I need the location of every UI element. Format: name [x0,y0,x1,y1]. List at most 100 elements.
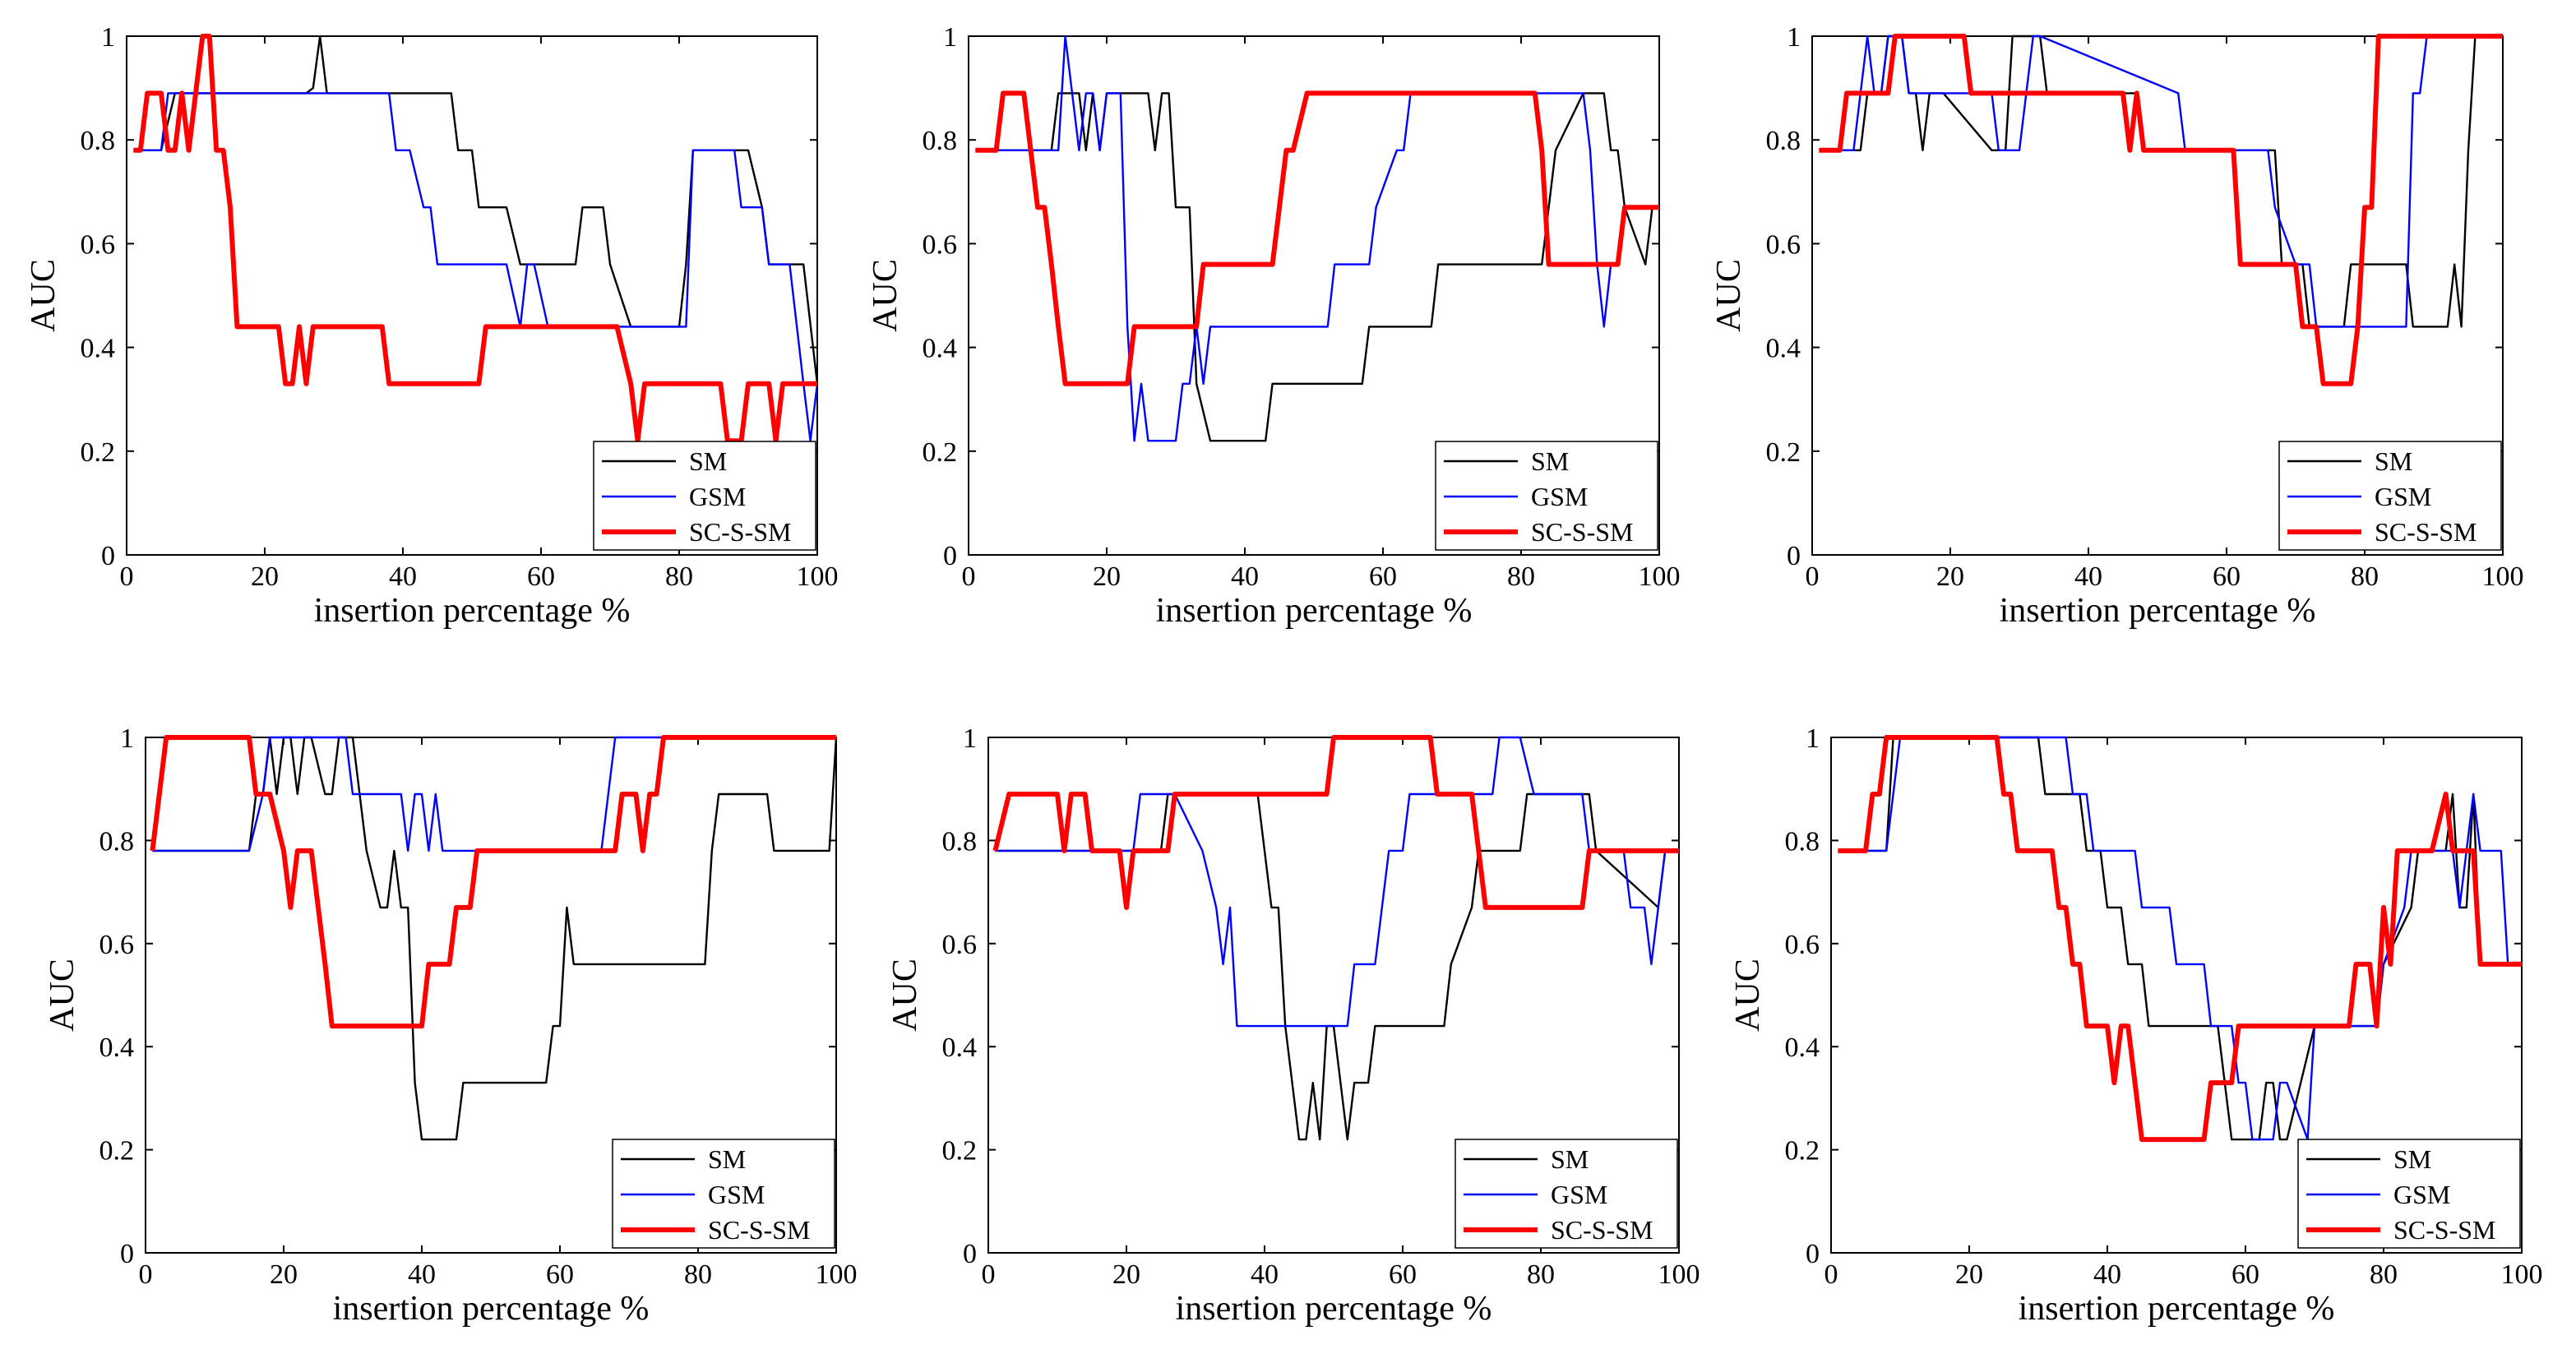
legend-label-sm: SM [689,446,727,476]
legend-label-sm: SM [1551,1144,1589,1174]
x-tick-label: 20 [251,561,279,592]
y-tick-label: 0.4 [1785,1033,1820,1063]
legend-label-gsm: GSM [1551,1180,1607,1209]
y-axis-label: AUC [886,959,924,1032]
x-tick-label: 80 [684,1259,712,1290]
legend-label-gsm: GSM [1531,482,1588,511]
x-tick-label: 100 [2482,561,2524,592]
legend-label-sc-s-sm: SC-S-SM [689,517,792,547]
x-tick-label: 60 [2231,1259,2259,1290]
y-axis-label: AUC [1710,259,1748,332]
y-tick-label: 0.2 [1785,1136,1820,1167]
legend: SM GSM SC-S-SM [2278,441,2502,551]
x-axis-label: insertion percentage % [333,1290,650,1328]
chart-panel-5: 0 20 40 60 80 100 0 0.2 0.4 0.6 0.8 1 insertion perc… [886,723,1700,1328]
x-tick-label: 60 [527,561,555,592]
x-tick-label: 20 [1112,1259,1140,1290]
x-tick-label: 60 [1389,1259,1417,1290]
series-line-sc-s-sm [133,34,817,444]
x-tick-label: 80 [665,561,693,592]
legend-label-sm: SM [2375,446,2412,476]
x-tick-label: 80 [1527,1259,1555,1290]
y-tick-label: 1 [120,723,134,754]
y-axis-label: AUC [44,959,81,1032]
legend: SM GSM SC-S-SM [1454,1139,1678,1249]
chart-panel-6: 0 20 40 60 80 100 0 0.2 0.4 0.6 0.8 1 insertion perc… [1729,723,2543,1328]
y-axis-label: AUC [1729,959,1767,1032]
y-tick-label: 0.8 [1766,126,1801,156]
y-tick-label: 1 [101,22,115,53]
x-tick-label: 100 [797,561,839,592]
legend-label-sc-s-sm: SC-S-SM [2375,517,2477,547]
y-tick-label: 0.8 [923,126,958,156]
x-tick-label: 40 [408,1259,436,1290]
series-line-sc-s-sm [1838,735,2522,1143]
legend-label-gsm: GSM [2375,482,2431,511]
x-tick-label: 20 [1936,561,1964,592]
y-tick-label: 0 [120,1239,134,1269]
legend-label-sm: SM [1531,446,1569,476]
chart-panel-4: 0 20 40 60 80 100 0 0.2 0.4 0.6 0.8 1 insertion perc… [44,723,858,1328]
x-tick-label: 40 [2093,1259,2121,1290]
y-tick-label: 0 [1806,1239,1820,1269]
x-tick-label: 0 [1806,561,1820,592]
y-tick-label: 0.8 [942,826,978,857]
y-tick-label: 0.2 [1766,437,1801,468]
y-tick-label: 0.4 [1766,334,1801,364]
legend-label-gsm: GSM [2393,1180,2450,1209]
x-tick-label: 100 [1639,561,1681,592]
y-tick-label: 0.6 [1785,930,1820,960]
y-tick-label: 0.6 [923,229,958,260]
y-tick-label: 1 [943,22,957,53]
legend-label-sc-s-sm: SC-S-SM [708,1215,811,1245]
y-tick-label: 0 [963,1239,977,1269]
series-line-sc-s-sm [992,735,1679,910]
legend-label-sc-s-sm: SC-S-SM [2393,1215,2496,1245]
y-tick-label: 1 [963,723,977,754]
legend-label-sc-s-sm: SC-S-SM [1551,1215,1653,1245]
legend-label-sm: SM [708,1144,746,1174]
chart-panel-3: 0 20 40 60 80 100 0 0.2 0.4 0.6 0.8 1 insertion perc… [1710,22,2524,630]
series-line-gsm [975,35,1618,442]
x-tick-label: 0 [120,561,134,592]
y-axis-label: AUC [867,259,904,332]
legend: SM GSM SC-S-SM [612,1139,835,1249]
x-axis-label: insertion percentage % [2000,592,2316,630]
y-tick-label: 0.6 [81,229,116,260]
y-tick-label: 0.2 [923,437,958,468]
y-tick-label: 1 [1787,22,1801,53]
x-axis-label: insertion percentage % [2019,1290,2335,1328]
y-tick-label: 0.4 [942,1033,978,1063]
y-tick-label: 0.2 [942,1136,978,1167]
x-tick-label: 60 [2213,561,2241,592]
x-tick-label: 80 [2370,1259,2398,1290]
x-tick-label: 100 [1658,1259,1700,1290]
y-tick-label: 0.8 [81,126,116,156]
legend: SM GSM SC-S-SM [1435,441,1658,551]
x-tick-label: 40 [2074,561,2102,592]
series-line-sc-s-sm [150,735,836,1029]
series-line-sm [995,792,1672,1141]
x-axis-label: insertion percentage % [314,592,631,630]
legend-label-gsm: GSM [689,482,746,511]
series-line-sc-s-sm [1819,34,2503,386]
y-tick-label: 0.8 [1785,826,1820,857]
y-tick-label: 0.6 [99,930,135,960]
x-tick-label: 20 [1955,1259,1983,1290]
y-tick-label: 0.8 [99,826,135,857]
y-tick-label: 0.6 [1766,229,1801,260]
series-line-gsm [1819,35,2434,328]
x-tick-label: 80 [1507,561,1535,592]
x-tick-label: 100 [816,1259,858,1290]
x-tick-label: 0 [139,1259,153,1290]
legend: SM GSM SC-S-SM [2297,1139,2521,1249]
x-tick-label: 40 [389,561,417,592]
x-tick-label: 0 [982,1259,996,1290]
series-line-sm [133,35,817,384]
x-tick-label: 80 [2351,561,2379,592]
y-tick-label: 0 [101,541,115,571]
x-tick-label: 20 [1093,561,1121,592]
x-tick-label: 40 [1251,1259,1279,1290]
y-tick-label: 0.4 [923,334,958,364]
